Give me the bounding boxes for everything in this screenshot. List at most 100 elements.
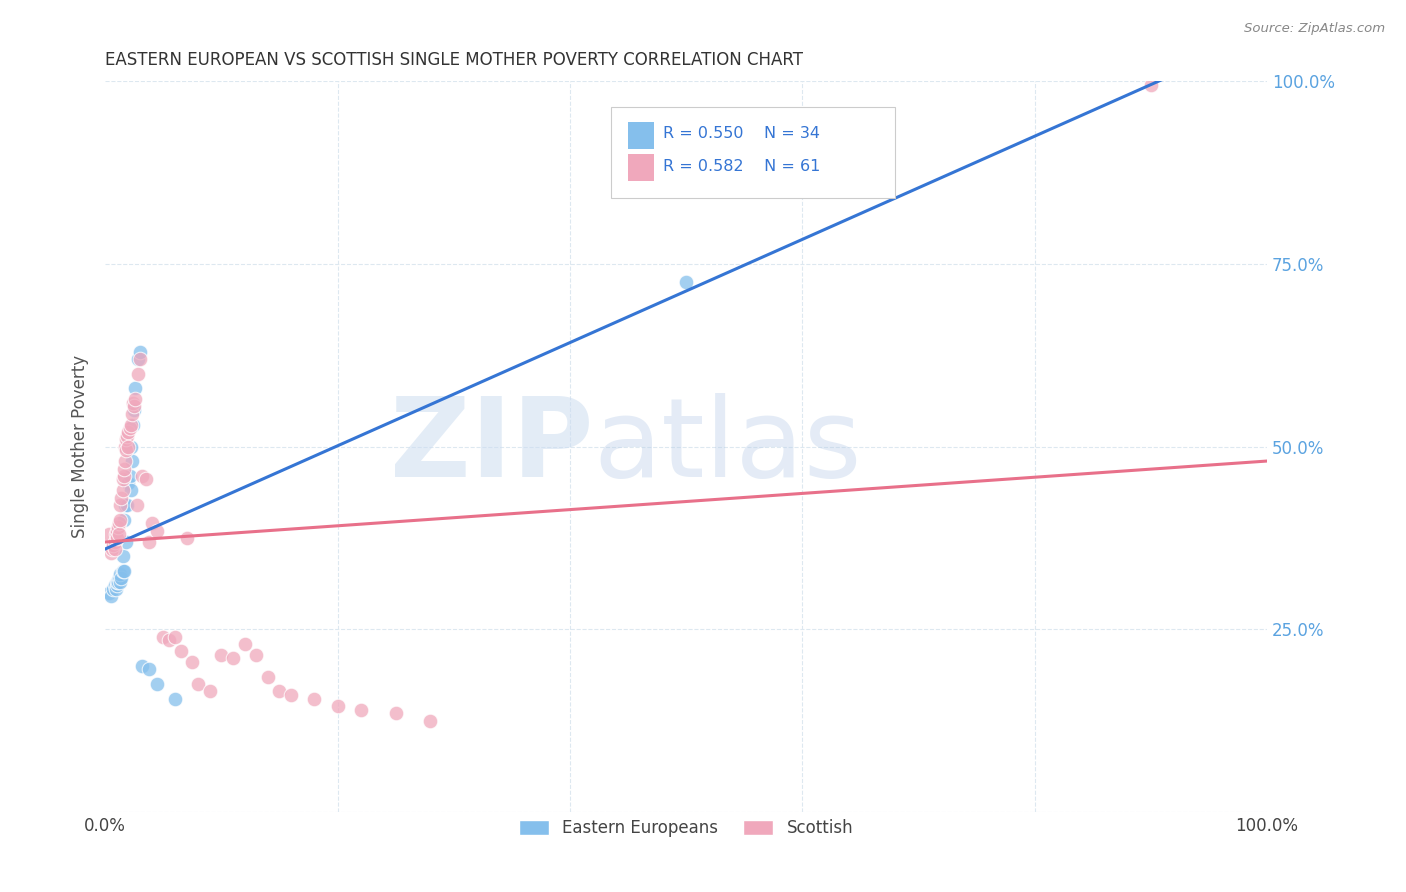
Point <box>146 524 169 538</box>
Point <box>115 443 138 458</box>
Point <box>131 468 153 483</box>
FancyBboxPatch shape <box>628 153 654 181</box>
Point <box>280 688 302 702</box>
Point <box>117 428 139 442</box>
Point <box>120 440 142 454</box>
Legend: Eastern Europeans, Scottish: Eastern Europeans, Scottish <box>512 813 860 844</box>
Point <box>120 483 142 498</box>
Y-axis label: Single Mother Poverty: Single Mother Poverty <box>72 355 89 538</box>
Point <box>100 545 122 559</box>
Point <box>115 534 138 549</box>
Point <box>138 662 160 676</box>
Point <box>110 574 132 589</box>
Point <box>209 648 232 662</box>
Point <box>100 590 122 604</box>
Point <box>138 534 160 549</box>
Point <box>122 396 145 410</box>
Point <box>103 538 125 552</box>
Point <box>97 585 120 599</box>
Point <box>104 582 127 596</box>
Text: R = 0.550    N = 34: R = 0.550 N = 34 <box>662 127 820 142</box>
Point <box>163 691 186 706</box>
Point <box>350 703 373 717</box>
Point <box>127 367 149 381</box>
Point <box>107 574 129 589</box>
Point <box>129 351 152 366</box>
Point <box>121 454 143 468</box>
Point <box>245 648 267 662</box>
Point <box>176 531 198 545</box>
Point <box>112 468 135 483</box>
Text: R = 0.582    N = 61: R = 0.582 N = 61 <box>662 160 820 174</box>
Point <box>122 400 145 414</box>
Point <box>124 381 146 395</box>
Point <box>111 564 134 578</box>
Point <box>222 651 245 665</box>
Point <box>103 534 125 549</box>
Text: Source: ZipAtlas.com: Source: ZipAtlas.com <box>1244 22 1385 36</box>
Point <box>114 440 136 454</box>
Point <box>141 516 163 531</box>
Point <box>114 498 136 512</box>
Point <box>107 520 129 534</box>
Point <box>257 670 280 684</box>
Point <box>115 432 138 446</box>
Point <box>304 691 326 706</box>
Point <box>152 630 174 644</box>
Point <box>121 407 143 421</box>
Point <box>127 351 149 366</box>
Point <box>125 498 148 512</box>
Point <box>112 513 135 527</box>
Text: atlas: atlas <box>593 393 862 500</box>
Text: EASTERN EUROPEAN VS SCOTTISH SINGLE MOTHER POVERTY CORRELATION CHART: EASTERN EUROPEAN VS SCOTTISH SINGLE MOTH… <box>105 51 803 69</box>
Point <box>111 473 134 487</box>
Point <box>110 567 132 582</box>
Point <box>103 582 125 596</box>
Point <box>129 344 152 359</box>
Point <box>146 677 169 691</box>
Point <box>124 392 146 406</box>
Point <box>1139 78 1161 92</box>
Point <box>117 425 139 439</box>
Point <box>122 417 145 432</box>
Point <box>233 637 256 651</box>
Point <box>117 498 139 512</box>
Point <box>118 421 141 435</box>
Point <box>114 454 136 468</box>
Point <box>111 483 134 498</box>
Point <box>326 698 349 713</box>
Point <box>170 644 193 658</box>
Point <box>110 498 132 512</box>
Point <box>118 468 141 483</box>
Point <box>103 578 125 592</box>
Point <box>108 527 131 541</box>
Point <box>110 491 132 505</box>
Point <box>103 541 125 556</box>
Point <box>101 541 124 556</box>
Point <box>419 714 441 728</box>
Point <box>157 633 180 648</box>
Point <box>97 527 120 541</box>
Point <box>135 473 157 487</box>
Point <box>111 549 134 564</box>
Point <box>122 403 145 417</box>
FancyBboxPatch shape <box>610 107 896 198</box>
Point <box>105 574 128 589</box>
FancyBboxPatch shape <box>628 121 654 149</box>
Point <box>675 275 697 289</box>
Point <box>384 706 406 721</box>
Point <box>181 655 204 669</box>
Point <box>131 658 153 673</box>
Point <box>269 684 291 698</box>
Point <box>105 578 128 592</box>
Point <box>198 684 221 698</box>
Point <box>117 476 139 491</box>
Point <box>108 571 131 585</box>
Point <box>104 527 127 541</box>
Point <box>105 524 128 538</box>
Point <box>110 571 132 585</box>
Point <box>105 531 128 545</box>
Point <box>120 417 142 432</box>
Point <box>163 630 186 644</box>
Point <box>117 440 139 454</box>
